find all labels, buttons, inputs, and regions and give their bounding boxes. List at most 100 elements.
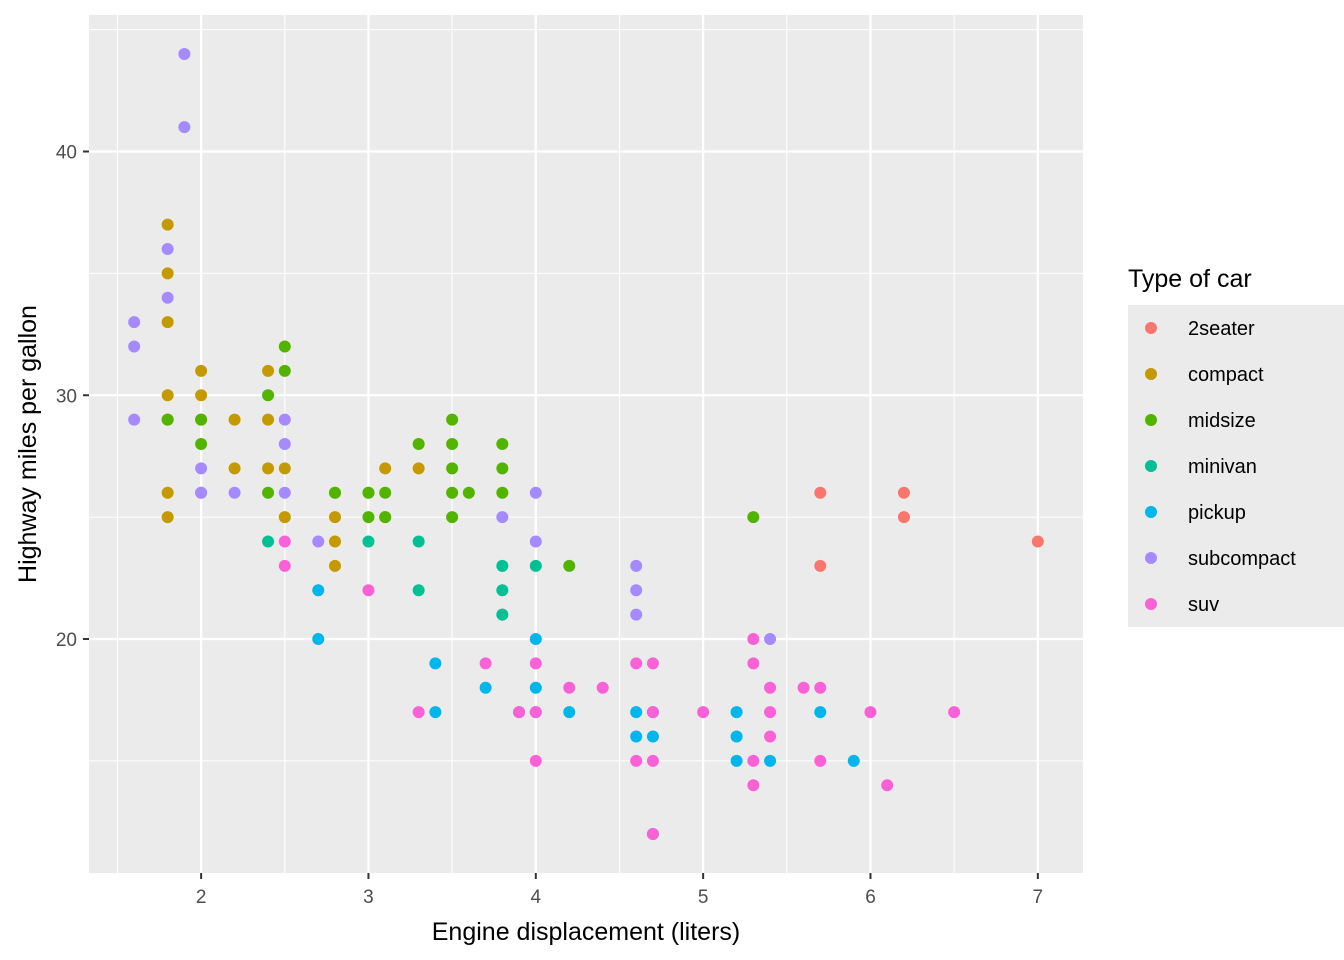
data-point-suv: [797, 681, 810, 694]
data-point-pickup: [529, 681, 542, 694]
x-tick-label: 2: [196, 887, 207, 908]
data-point-suv: [747, 754, 760, 767]
y-tick-label: 30: [56, 386, 77, 407]
data-point-minivan: [496, 559, 509, 572]
data-point-suv: [764, 730, 777, 743]
legend-items: 2seater compact midsize minivan pickup subcom…: [1128, 305, 1344, 627]
data-point-subcompact: [178, 121, 191, 134]
data-point-midsize: [262, 389, 275, 402]
x-tick-label: 7: [1033, 887, 1044, 908]
legend-label-subcompact: subcompact: [1188, 548, 1296, 570]
data-point-pickup: [730, 706, 743, 719]
data-point-subcompact: [312, 535, 325, 548]
data-point-compact: [328, 535, 341, 548]
data-point-midsize: [446, 413, 459, 426]
data-point-pickup: [764, 754, 777, 767]
legend: Type of car 2seater compact midsize minivan…: [1128, 265, 1344, 627]
data-point-suv: [362, 584, 375, 597]
legend-label-midsize: midsize: [1188, 410, 1256, 432]
data-point-minivan: [496, 584, 509, 597]
data-point-suv: [479, 657, 492, 670]
data-points: [128, 48, 1044, 840]
data-point-compact: [161, 218, 174, 231]
data-point-midsize: [446, 462, 459, 475]
legend-label-minivan: minivan: [1188, 456, 1257, 478]
data-point-compact: [228, 462, 241, 475]
legend-label-suv: suv: [1188, 594, 1219, 616]
data-point-suv: [529, 706, 542, 719]
gridlines: [89, 15, 1083, 873]
data-point-subcompact: [529, 535, 542, 548]
y-axis-title: Highway miles per gallon: [14, 305, 42, 583]
data-point-midsize: [412, 438, 425, 450]
data-point-2seater: [1031, 535, 1044, 548]
data-point-midsize: [496, 462, 509, 475]
data-point-midsize: [262, 486, 275, 499]
data-point-pickup: [646, 730, 659, 743]
legend-key-background: [1128, 305, 1344, 627]
data-point-midsize: [278, 340, 291, 353]
data-point-compact: [379, 462, 392, 475]
data-point-subcompact: [195, 486, 208, 499]
x-tick-label: 5: [698, 887, 709, 908]
data-point-pickup: [730, 730, 743, 743]
legend-key-subcompact: [1145, 552, 1157, 564]
data-point-suv: [697, 706, 710, 719]
data-point-2seater: [814, 559, 827, 572]
data-point-pickup: [429, 657, 442, 670]
data-point-midsize: [278, 364, 291, 377]
data-point-midsize: [195, 438, 208, 450]
data-point-suv: [764, 706, 777, 719]
data-point-pickup: [630, 706, 643, 719]
data-point-compact: [228, 413, 241, 426]
data-point-suv: [278, 559, 291, 572]
data-point-pickup: [847, 754, 860, 767]
data-point-minivan: [412, 535, 425, 548]
legend-label-compact: compact: [1188, 364, 1264, 386]
data-point-subcompact: [496, 511, 509, 524]
plot-panel: [89, 15, 1083, 873]
data-point-suv: [948, 706, 961, 719]
data-point-subcompact: [630, 559, 643, 572]
data-point-compact: [195, 364, 208, 377]
data-point-compact: [161, 389, 174, 402]
data-point-compact: [161, 267, 174, 280]
data-point-midsize: [362, 486, 375, 499]
legend-title: Type of car: [1128, 265, 1252, 293]
data-point-pickup: [429, 706, 442, 719]
data-point-suv: [412, 706, 425, 719]
data-point-midsize: [446, 486, 459, 499]
y-tick-label: 20: [56, 630, 77, 651]
data-point-compact: [262, 462, 275, 475]
data-point-midsize: [563, 559, 576, 572]
legend-key-suv: [1145, 598, 1157, 610]
data-point-subcompact: [161, 291, 174, 304]
data-point-subcompact: [630, 608, 643, 621]
data-point-suv: [764, 681, 777, 694]
data-point-subcompact: [195, 462, 208, 475]
data-point-midsize: [446, 511, 459, 524]
data-point-suv: [596, 681, 609, 694]
data-point-pickup: [529, 633, 542, 645]
data-point-midsize: [462, 486, 475, 499]
legend-key-pickup: [1145, 506, 1157, 518]
data-point-midsize: [446, 438, 459, 450]
data-point-subcompact: [161, 243, 174, 255]
legend-key-midsize: [1145, 414, 1157, 426]
axes: 2 3 4 5 6 7 20 30 40: [56, 143, 1043, 909]
data-point-compact: [328, 559, 341, 572]
data-point-minivan: [262, 535, 275, 548]
data-point-subcompact: [278, 438, 291, 450]
data-point-suv: [814, 681, 827, 694]
data-point-midsize: [379, 511, 392, 524]
data-point-pickup: [730, 754, 743, 767]
data-point-compact: [161, 316, 174, 329]
data-point-subcompact: [128, 316, 141, 329]
data-point-suv: [630, 657, 643, 670]
data-point-suv: [646, 828, 659, 840]
data-point-subcompact: [630, 584, 643, 597]
legend-label-pickup: pickup: [1188, 502, 1246, 524]
data-point-subcompact: [128, 413, 141, 426]
data-point-compact: [278, 462, 291, 475]
